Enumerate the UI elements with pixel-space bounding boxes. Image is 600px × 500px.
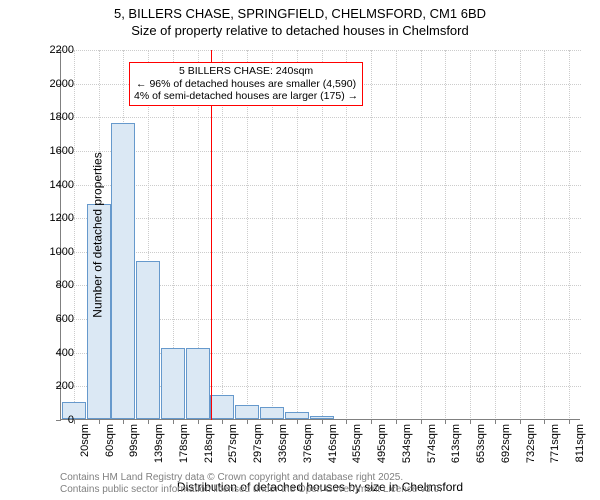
x-tick-label: 218sqm: [203, 424, 215, 474]
x-tick-mark: [123, 419, 124, 424]
y-tick-label: 800: [34, 279, 74, 291]
x-tick-mark: [272, 419, 273, 424]
x-tick-label: 139sqm: [153, 424, 165, 474]
x-tick-label: 613sqm: [450, 424, 462, 474]
x-tick-mark: [470, 419, 471, 424]
gridline-v: [371, 50, 372, 420]
gridline-v: [445, 50, 446, 420]
x-tick-label: 99sqm: [128, 424, 140, 474]
histogram-bar: [161, 348, 185, 419]
gridline-v: [520, 50, 521, 420]
x-tick-mark: [421, 419, 422, 424]
footer-line-2: Contains public sector information licen…: [60, 484, 442, 496]
histogram-bar: [260, 407, 284, 419]
x-tick-mark: [297, 419, 298, 424]
histogram-bar: [310, 416, 334, 419]
x-tick-mark: [569, 419, 570, 424]
x-tick-mark: [445, 419, 446, 424]
histogram-bar: [285, 412, 309, 419]
x-tick-mark: [346, 419, 347, 424]
gridline-v: [74, 50, 75, 420]
y-tick-label: 1000: [34, 246, 74, 258]
plot-area: 5 BILLERS CHASE: 240sqm← 96% of detached…: [60, 50, 580, 420]
annotation-line-2: ← 96% of detached houses are smaller (4,…: [134, 78, 358, 91]
x-tick-label: 534sqm: [401, 424, 413, 474]
gridline-v: [569, 50, 570, 420]
histogram-bar: [111, 123, 135, 419]
x-tick-label: 376sqm: [302, 424, 314, 474]
annotation-line-1: 5 BILLERS CHASE: 240sqm: [134, 65, 358, 78]
x-tick-mark: [396, 419, 397, 424]
y-tick-label: 0: [34, 414, 74, 426]
title-line-1: 5, BILLERS CHASE, SPRINGFIELD, CHELMSFOR…: [0, 6, 600, 23]
x-tick-label: 416sqm: [327, 424, 339, 474]
footer: Contains HM Land Registry data © Crown c…: [60, 472, 442, 496]
x-tick-label: 732sqm: [525, 424, 537, 474]
x-tick-label: 257sqm: [227, 424, 239, 474]
x-tick-label: 455sqm: [351, 424, 363, 474]
gridline-v: [396, 50, 397, 420]
y-axis-label: Number of detached properties: [91, 152, 105, 317]
x-tick-mark: [198, 419, 199, 424]
x-tick-mark: [371, 419, 372, 424]
x-tick-label: 336sqm: [277, 424, 289, 474]
x-tick-label: 574sqm: [426, 424, 438, 474]
x-tick-label: 297sqm: [252, 424, 264, 474]
x-tick-mark: [222, 419, 223, 424]
x-tick-mark: [544, 419, 545, 424]
x-tick-label: 20sqm: [79, 424, 91, 474]
chart-title-block: 5, BILLERS CHASE, SPRINGFIELD, CHELMSFOR…: [0, 0, 600, 40]
y-tick-label: 200: [34, 380, 74, 392]
x-tick-mark: [247, 419, 248, 424]
gridline-v: [495, 50, 496, 420]
histogram-bar: [210, 395, 234, 419]
y-tick-label: 2000: [34, 78, 74, 90]
x-tick-mark: [322, 419, 323, 424]
y-tick-label: 600: [34, 313, 74, 325]
y-tick-label: 400: [34, 347, 74, 359]
x-tick-mark: [173, 419, 174, 424]
annotation-line-3: 4% of semi-detached houses are larger (1…: [134, 90, 358, 103]
x-tick-label: 692sqm: [500, 424, 512, 474]
histogram-bar: [136, 261, 160, 419]
y-tick-label: 1800: [34, 111, 74, 123]
x-tick-mark: [520, 419, 521, 424]
x-tick-label: 811sqm: [574, 424, 586, 474]
title-line-2: Size of property relative to detached ho…: [0, 23, 600, 40]
gridline-v: [544, 50, 545, 420]
y-tick-label: 1400: [34, 179, 74, 191]
y-tick-label: 2200: [34, 44, 74, 56]
gridline-v: [470, 50, 471, 420]
x-tick-label: 771sqm: [549, 424, 561, 474]
x-tick-label: 653sqm: [475, 424, 487, 474]
chart-container: 5 BILLERS CHASE: 240sqm← 96% of detached…: [60, 50, 580, 420]
x-tick-label: 178sqm: [178, 424, 190, 474]
x-tick-mark: [99, 419, 100, 424]
x-tick-label: 495sqm: [376, 424, 388, 474]
x-tick-mark: [495, 419, 496, 424]
gridline-v: [421, 50, 422, 420]
histogram-bar: [186, 348, 210, 419]
x-tick-mark: [148, 419, 149, 424]
x-tick-label: 60sqm: [104, 424, 116, 474]
footer-line-1: Contains HM Land Registry data © Crown c…: [60, 472, 442, 484]
annotation-box: 5 BILLERS CHASE: 240sqm← 96% of detached…: [129, 62, 363, 106]
histogram-bar: [235, 405, 259, 419]
y-tick-label: 1200: [34, 212, 74, 224]
y-tick-label: 1600: [34, 145, 74, 157]
